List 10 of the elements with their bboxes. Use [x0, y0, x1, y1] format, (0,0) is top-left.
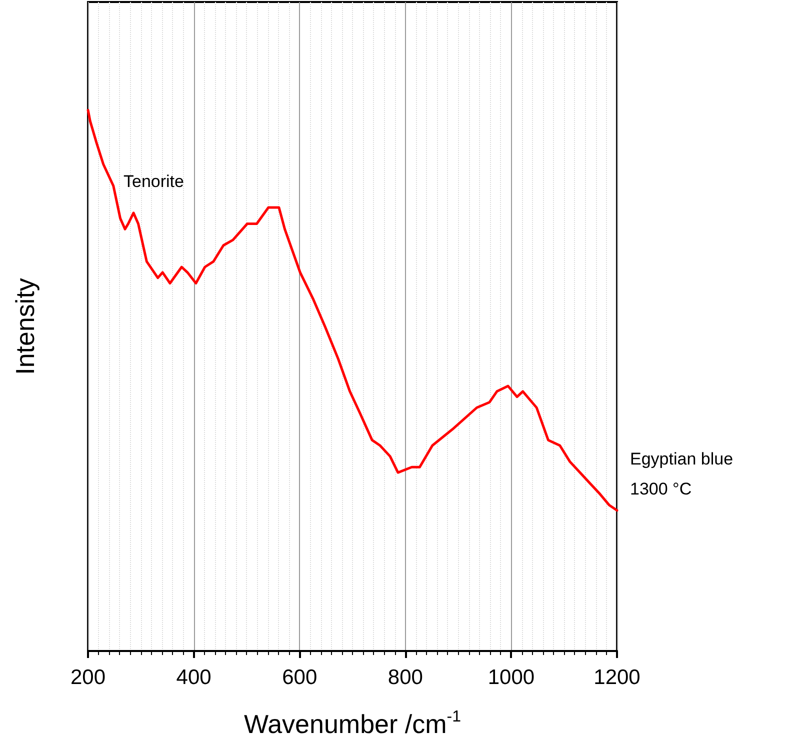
- x-tick-label: 600: [282, 666, 318, 689]
- x-tick-label: 1000: [488, 666, 535, 689]
- y-axis-title: Intensity: [10, 278, 40, 375]
- x-tick-label: 800: [388, 666, 423, 689]
- annotation: Tenorite: [123, 172, 184, 191]
- text: Egyptian blue: [630, 449, 734, 468]
- text: 1300 °C: [630, 479, 692, 498]
- x-tick-label: 200: [70, 666, 106, 689]
- x-tick-label: 400: [176, 666, 212, 689]
- x-tick-label: 1200: [594, 666, 640, 689]
